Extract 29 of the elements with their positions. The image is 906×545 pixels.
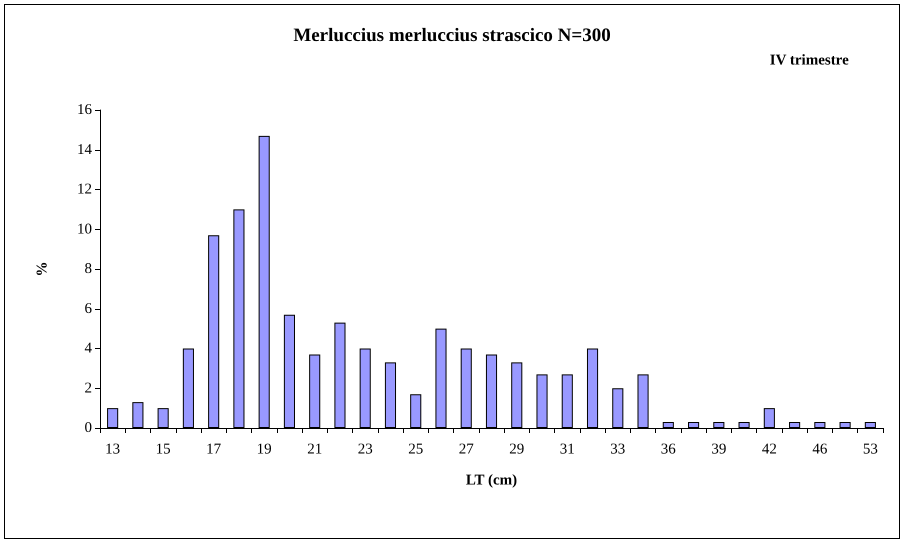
y-tick-label: 4 <box>84 340 92 356</box>
y-tick-label: 8 <box>84 261 92 277</box>
x-tick-label: 27 <box>458 442 474 458</box>
x-tick-label: 31 <box>560 442 575 458</box>
y-tick-label: 0 <box>84 420 92 436</box>
x-tick-label: 36 <box>660 442 676 458</box>
x-tick-label: 42 <box>762 442 777 458</box>
x-tick-label: 25 <box>408 442 424 458</box>
x-tick-label: 33 <box>610 442 626 458</box>
y-axis-title: % <box>34 262 50 276</box>
y-tick-label: 16 <box>77 102 92 118</box>
y-tick-label: 6 <box>84 300 92 317</box>
x-tick-label: 23 <box>358 442 373 458</box>
x-tick-label: 13 <box>105 442 120 458</box>
text: IV trimestre <box>770 52 850 68</box>
x-tick-label: 46 <box>812 442 828 458</box>
x-tick-label: 17 <box>206 442 222 458</box>
x-axis-title: LT (cm) <box>466 472 518 488</box>
x-tick-label: 39 <box>711 442 726 458</box>
x-tick-label: 19 <box>256 442 272 458</box>
x-tick-label: 21 <box>307 442 322 458</box>
y-tick-label: 10 <box>77 221 92 238</box>
x-tick-label: 15 <box>156 442 171 458</box>
y-tick-label: 2 <box>84 380 92 396</box>
y-tick-label: 12 <box>77 182 92 198</box>
x-tick-label: 29 <box>509 442 524 458</box>
x-tick-label: 53 <box>862 442 878 458</box>
y-tick-label: 14 <box>77 142 92 158</box>
chart-title: Merluccius merluccius strascico N=300 <box>293 25 611 46</box>
